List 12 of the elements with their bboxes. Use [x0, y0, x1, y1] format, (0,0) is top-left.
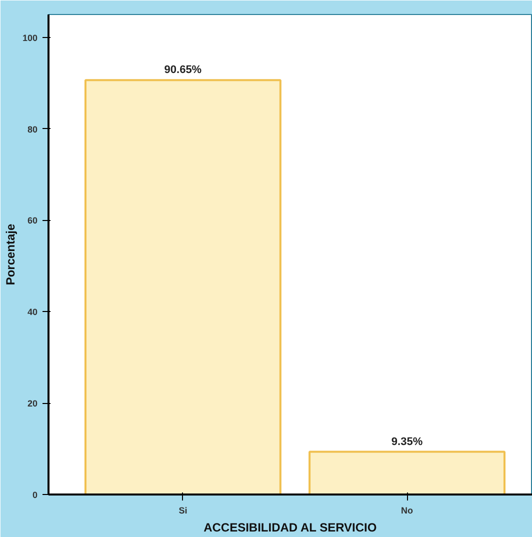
y-tick-label: 100 [22, 32, 38, 43]
y-axis-title: Porcentaje [3, 223, 18, 286]
data-label: 9.35% [391, 436, 423, 448]
y-tick-label: 40 [27, 307, 38, 318]
y-tick-label: 20 [27, 398, 38, 409]
x-tick-label: No [401, 506, 414, 516]
x-tick-label: Si [178, 506, 188, 516]
x-axis-title: ACCESIBILIDAD AL SERVICIO [204, 520, 377, 534]
data-label: 90.65% [164, 64, 202, 76]
y-tick-label: 80 [27, 124, 38, 134]
y-tick-label: 0 [32, 490, 38, 500]
y-tick-label: 60 [27, 216, 38, 226]
